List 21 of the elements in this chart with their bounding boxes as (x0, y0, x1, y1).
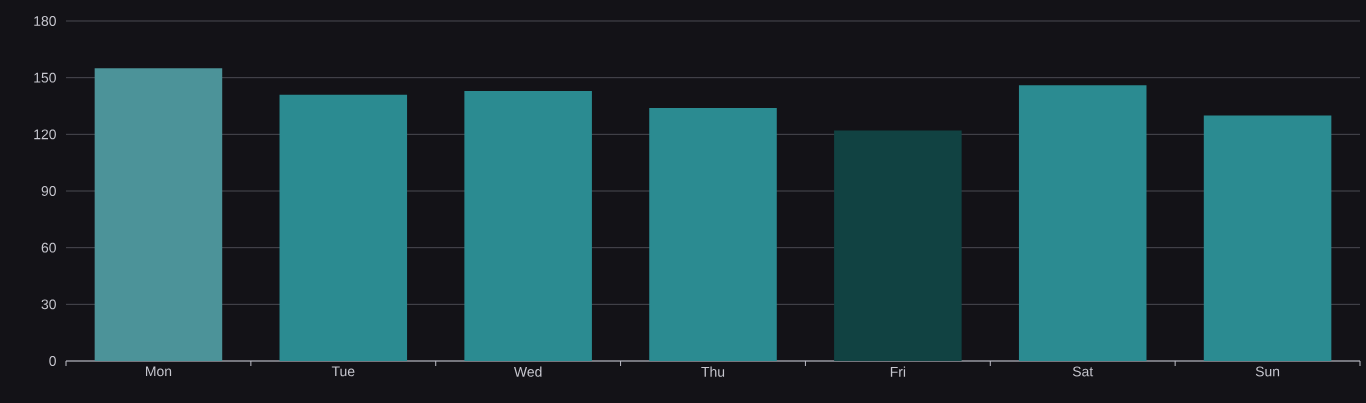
y-tick-label: 180 (34, 16, 56, 26)
bar (834, 130, 962, 361)
x-tick-label: Wed (514, 366, 542, 377)
x-tick-label: Sun (1255, 366, 1280, 377)
x-tick-label: Tue (331, 366, 355, 377)
x-tick-label: Fri (890, 366, 906, 377)
bar (649, 107, 777, 361)
bar (279, 94, 408, 361)
y-tick-label: 30 (41, 299, 56, 310)
y-tick-label: 60 (41, 242, 56, 253)
y-tick-label: 150 (34, 72, 56, 83)
bar (94, 68, 223, 361)
y-tick-label: 0 (49, 356, 56, 366)
bar (464, 90, 592, 361)
x-tick-label: Sat (1072, 366, 1094, 377)
y-tick-label: 90 (41, 186, 56, 196)
x-tick-label: Mon (146, 366, 172, 377)
x-tick-label: Thu (701, 366, 725, 377)
bar (1203, 115, 1332, 361)
bar (1018, 85, 1147, 361)
y-tick-label: 120 (34, 129, 56, 140)
